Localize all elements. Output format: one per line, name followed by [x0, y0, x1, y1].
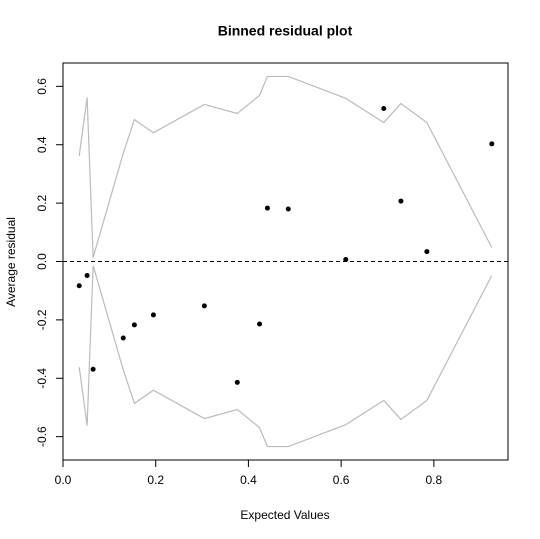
point	[120, 335, 126, 341]
point	[257, 321, 263, 327]
y-axis-label: Average residual	[4, 217, 18, 307]
point	[84, 273, 90, 279]
point	[381, 106, 387, 112]
point	[76, 283, 82, 289]
point	[201, 303, 207, 309]
point	[90, 366, 96, 372]
x-tick-label: 0.0	[55, 473, 72, 487]
point	[150, 312, 156, 318]
y-tick-label: 0.2	[35, 194, 49, 211]
y-tick-label: -0.4	[35, 368, 49, 389]
x-tick-label: 0.6	[333, 473, 350, 487]
bound-line	[78, 265, 493, 448]
x-tick-label: 0.2	[147, 473, 164, 487]
x-axis-label: Expected Values	[240, 508, 329, 522]
x-tick-label: 0.4	[240, 473, 257, 487]
bound-line	[78, 75, 493, 258]
point	[264, 205, 270, 211]
point	[343, 256, 349, 262]
y-tick-label: 0.4	[35, 136, 49, 153]
point	[234, 379, 240, 385]
point	[285, 206, 291, 212]
x-tick-label: 0.8	[425, 473, 442, 487]
chart-title: Binned residual plot	[218, 23, 353, 39]
y-tick-label: 0.0	[35, 253, 49, 270]
point	[398, 198, 404, 204]
point	[131, 322, 137, 328]
y-tick-label: 0.6	[35, 78, 49, 95]
y-tick-label: -0.2	[35, 309, 49, 330]
point	[489, 141, 495, 147]
y-tick-label: -0.6	[35, 426, 49, 447]
point	[424, 249, 430, 255]
